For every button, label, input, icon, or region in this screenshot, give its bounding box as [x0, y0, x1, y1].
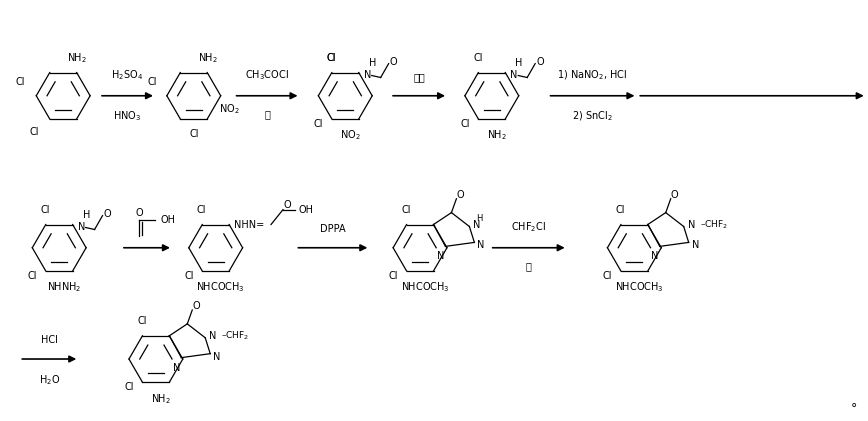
Text: H: H: [477, 214, 483, 223]
Text: 2) SnCl$_2$: 2) SnCl$_2$: [572, 109, 613, 123]
Text: OH: OH: [161, 215, 176, 225]
Text: Cl: Cl: [41, 205, 50, 215]
Text: HNO$_3$: HNO$_3$: [114, 109, 141, 123]
Text: Cl: Cl: [615, 205, 625, 215]
Text: NHCOCH$_3$: NHCOCH$_3$: [196, 280, 245, 294]
Text: H: H: [82, 210, 90, 220]
Text: Cl: Cl: [460, 119, 470, 128]
Text: NH$_2$: NH$_2$: [151, 392, 171, 406]
Text: NHN=: NHN=: [234, 219, 265, 229]
Text: Cl: Cl: [389, 271, 398, 280]
Text: CHF$_2$Cl: CHF$_2$Cl: [511, 220, 546, 234]
Text: 还原: 还原: [413, 72, 425, 82]
Text: N: N: [214, 352, 220, 362]
Text: H: H: [516, 58, 523, 68]
Text: H$_2$O: H$_2$O: [39, 373, 60, 387]
Text: Cl: Cl: [314, 119, 324, 128]
Text: NH$_2$: NH$_2$: [67, 51, 87, 65]
Text: OH: OH: [299, 205, 314, 215]
Text: N: N: [687, 219, 695, 229]
Text: °: °: [851, 402, 857, 415]
Text: Cl: Cl: [30, 127, 39, 136]
Text: O: O: [283, 200, 291, 210]
Text: N: N: [477, 240, 484, 250]
Text: N: N: [692, 240, 699, 250]
Text: Cl: Cl: [148, 77, 157, 87]
Text: H$_2$SO$_4$: H$_2$SO$_4$: [111, 68, 143, 82]
Text: O: O: [536, 56, 544, 67]
Text: Cl: Cl: [326, 53, 336, 63]
Text: NO$_2$: NO$_2$: [340, 128, 360, 142]
Text: 碱: 碱: [526, 262, 531, 272]
Text: N: N: [173, 362, 180, 373]
Text: O: O: [104, 208, 111, 218]
Text: Cl: Cl: [473, 53, 483, 63]
Text: Cl: Cl: [401, 205, 411, 215]
Text: NHCOCH$_3$: NHCOCH$_3$: [401, 280, 450, 294]
Text: Cl: Cl: [16, 77, 25, 87]
Text: CH$_3$COCl: CH$_3$COCl: [245, 68, 289, 82]
Text: N: N: [364, 69, 372, 80]
Text: Cl: Cl: [326, 53, 336, 63]
Text: HCl: HCl: [41, 335, 57, 345]
Text: Cl: Cl: [28, 271, 37, 280]
Text: NH$_2$: NH$_2$: [487, 128, 507, 142]
Text: DPPA: DPPA: [320, 224, 345, 234]
Text: O: O: [135, 208, 142, 218]
Text: Cl: Cl: [197, 205, 207, 215]
Text: NO$_2$: NO$_2$: [219, 102, 240, 116]
Text: N: N: [437, 251, 444, 261]
Text: O: O: [193, 301, 201, 311]
Text: N: N: [473, 219, 481, 229]
Text: –CHF$_2$: –CHF$_2$: [221, 330, 249, 342]
Text: N: N: [651, 251, 659, 261]
Text: N: N: [209, 331, 217, 341]
Text: O: O: [457, 190, 464, 200]
Text: –CHF$_2$: –CHF$_2$: [700, 218, 728, 231]
Text: NHNH$_2$: NHNH$_2$: [47, 280, 82, 294]
Text: Cl: Cl: [124, 382, 134, 392]
Text: N: N: [77, 221, 85, 232]
Text: Cl: Cl: [137, 316, 147, 326]
Text: Cl: Cl: [184, 271, 194, 280]
Text: Cl: Cl: [189, 128, 199, 139]
Text: H: H: [369, 58, 376, 68]
Text: 碱: 碱: [264, 109, 270, 120]
Text: NH$_2$: NH$_2$: [198, 51, 218, 65]
Text: N: N: [510, 69, 517, 80]
Text: O: O: [671, 190, 679, 200]
Text: NHCOCH$_3$: NHCOCH$_3$: [615, 280, 664, 294]
Text: O: O: [390, 56, 398, 67]
Text: Cl: Cl: [603, 271, 613, 280]
Text: 1) NaNO$_2$, HCl: 1) NaNO$_2$, HCl: [557, 68, 628, 82]
